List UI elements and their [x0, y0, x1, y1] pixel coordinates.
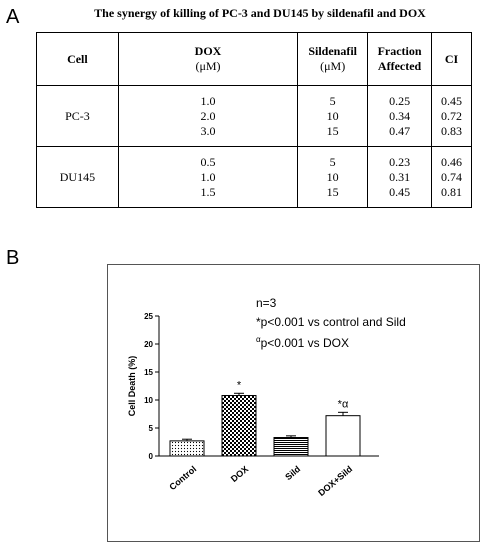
bar — [169, 440, 205, 457]
x-tick-label: DOX — [229, 464, 250, 484]
header-fraction-affected: Fraction Affected — [367, 32, 433, 86]
figure-panel-b — [107, 264, 480, 542]
cell-line-name: DU145 — [36, 146, 119, 208]
fa-values: 0.25 0.34 0.47 — [367, 85, 433, 147]
significance-marker: *α — [338, 398, 349, 410]
dox-values: 0.5 1.0 1.5 — [117, 146, 299, 208]
y-tick-label: 5 — [149, 424, 154, 433]
y-tick-label: 0 — [149, 452, 154, 461]
fa-values: 0.23 0.31 0.45 — [367, 146, 433, 208]
bar — [221, 395, 257, 457]
table-row-pc3: PC-3 1.0 2.0 3.0 5 10 15 0.25 0.34 0.47 0.45 0.… — [36, 85, 472, 147]
x-tick-label: Sild — [283, 464, 302, 482]
sild-values: 5 10 15 — [297, 85, 369, 147]
bar — [325, 415, 361, 457]
table-row-du145: DU145 0.5 1.0 1.5 5 10 15 0.23 0.31 0.45 0.46 0… — [36, 146, 472, 208]
significance-note-2: αp<0.001 vs DOX — [256, 335, 350, 350]
sample-size-note: n=3 — [256, 296, 277, 310]
x-tick-label: DOX+Sild — [316, 464, 354, 498]
bar — [273, 437, 309, 457]
y-tick-label: 15 — [144, 368, 153, 377]
header-ci: CI — [431, 32, 472, 86]
table-header-row: Cell DOX (μM) Sildenafil (μM) Fraction Affe… — [36, 32, 472, 86]
dox-values: 1.0 2.0 3.0 — [117, 85, 299, 147]
ci-values: 0.46 0.74 0.81 — [431, 146, 472, 208]
table-title: The synergy of killing of PC-3 and DU145… — [94, 6, 426, 20]
header-cell: Cell — [36, 32, 119, 86]
panel-label-a: A — [6, 6, 20, 28]
synergy-table: Cell DOX (μM) Sildenafil (μM) Fraction Affe… — [36, 32, 472, 208]
ci-values: 0.45 0.72 0.83 — [431, 85, 472, 147]
y-tick-label: 10 — [144, 396, 153, 405]
y-tick-label: 25 — [144, 312, 153, 321]
x-tick-label: Control — [167, 464, 198, 492]
y-axis-label: Cell Death (%) — [127, 356, 137, 417]
significance-note-1: *p<0.001 vs control and Sild — [256, 315, 406, 329]
y-tick-label: 20 — [144, 340, 153, 349]
significance-marker: * — [237, 379, 242, 391]
panel-label-b: B — [6, 247, 20, 269]
